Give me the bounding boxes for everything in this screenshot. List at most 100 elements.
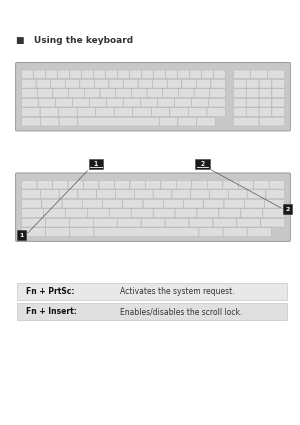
FancyBboxPatch shape (175, 98, 191, 107)
FancyBboxPatch shape (22, 79, 36, 88)
FancyBboxPatch shape (210, 89, 225, 97)
FancyBboxPatch shape (94, 79, 109, 88)
FancyBboxPatch shape (233, 98, 246, 107)
FancyBboxPatch shape (69, 89, 84, 97)
FancyBboxPatch shape (103, 199, 123, 208)
FancyBboxPatch shape (259, 108, 272, 116)
FancyBboxPatch shape (159, 117, 178, 126)
FancyBboxPatch shape (153, 209, 175, 218)
FancyBboxPatch shape (93, 218, 117, 227)
FancyBboxPatch shape (233, 117, 259, 126)
FancyBboxPatch shape (134, 190, 153, 198)
FancyBboxPatch shape (130, 181, 145, 189)
FancyBboxPatch shape (246, 98, 259, 107)
FancyBboxPatch shape (189, 218, 213, 227)
Bar (16, 303, 286, 320)
FancyBboxPatch shape (233, 79, 246, 88)
FancyBboxPatch shape (131, 209, 153, 218)
FancyBboxPatch shape (163, 199, 183, 208)
FancyBboxPatch shape (82, 70, 93, 79)
FancyBboxPatch shape (265, 199, 285, 208)
FancyBboxPatch shape (272, 108, 285, 116)
FancyBboxPatch shape (153, 190, 172, 198)
FancyBboxPatch shape (59, 117, 78, 126)
FancyBboxPatch shape (247, 190, 266, 198)
FancyBboxPatch shape (22, 117, 40, 126)
FancyBboxPatch shape (272, 98, 285, 107)
FancyBboxPatch shape (269, 181, 285, 189)
FancyBboxPatch shape (219, 209, 241, 218)
FancyBboxPatch shape (42, 199, 62, 208)
FancyBboxPatch shape (268, 70, 285, 79)
FancyBboxPatch shape (141, 218, 165, 227)
FancyBboxPatch shape (246, 79, 259, 88)
FancyBboxPatch shape (97, 190, 116, 198)
FancyBboxPatch shape (211, 79, 225, 88)
FancyBboxPatch shape (90, 98, 106, 107)
FancyBboxPatch shape (83, 181, 99, 189)
FancyBboxPatch shape (22, 98, 38, 107)
FancyBboxPatch shape (152, 108, 170, 116)
FancyBboxPatch shape (22, 89, 37, 97)
Text: Enables/disables the scroll lock.: Enables/disables the scroll lock. (120, 307, 242, 316)
FancyBboxPatch shape (233, 89, 246, 97)
FancyBboxPatch shape (16, 173, 290, 241)
Text: Activates the system request.: Activates the system request. (120, 287, 235, 296)
FancyBboxPatch shape (259, 79, 272, 88)
FancyBboxPatch shape (233, 108, 246, 116)
FancyBboxPatch shape (244, 199, 264, 208)
FancyBboxPatch shape (116, 89, 131, 97)
FancyBboxPatch shape (22, 199, 42, 208)
FancyBboxPatch shape (46, 70, 57, 79)
FancyBboxPatch shape (106, 70, 117, 79)
Text: ■   Using the keyboard: ■ Using the keyboard (16, 36, 134, 45)
FancyBboxPatch shape (51, 79, 65, 88)
FancyBboxPatch shape (254, 181, 269, 189)
FancyBboxPatch shape (22, 181, 37, 189)
FancyBboxPatch shape (133, 108, 151, 116)
FancyBboxPatch shape (17, 230, 26, 240)
FancyBboxPatch shape (109, 209, 131, 218)
FancyBboxPatch shape (37, 89, 53, 97)
FancyBboxPatch shape (22, 190, 40, 198)
FancyBboxPatch shape (77, 108, 96, 116)
Text: Fn + Insert:: Fn + Insert: (26, 307, 76, 316)
FancyBboxPatch shape (46, 228, 70, 237)
FancyBboxPatch shape (40, 117, 59, 126)
FancyBboxPatch shape (272, 89, 285, 97)
FancyBboxPatch shape (78, 117, 159, 126)
FancyBboxPatch shape (266, 190, 285, 198)
FancyBboxPatch shape (202, 70, 213, 79)
FancyBboxPatch shape (208, 98, 225, 107)
FancyBboxPatch shape (158, 98, 174, 107)
FancyBboxPatch shape (154, 70, 165, 79)
FancyBboxPatch shape (192, 181, 207, 189)
FancyBboxPatch shape (82, 199, 102, 208)
FancyBboxPatch shape (146, 181, 161, 189)
FancyBboxPatch shape (192, 98, 208, 107)
FancyBboxPatch shape (214, 70, 225, 79)
FancyBboxPatch shape (117, 218, 141, 227)
FancyBboxPatch shape (238, 181, 253, 189)
FancyBboxPatch shape (115, 181, 130, 189)
FancyBboxPatch shape (65, 79, 80, 88)
Bar (16, 283, 286, 300)
FancyBboxPatch shape (62, 199, 82, 208)
FancyBboxPatch shape (196, 79, 211, 88)
FancyBboxPatch shape (176, 181, 192, 189)
FancyBboxPatch shape (96, 108, 114, 116)
FancyBboxPatch shape (241, 209, 263, 218)
FancyBboxPatch shape (73, 98, 89, 107)
FancyBboxPatch shape (70, 228, 94, 237)
FancyBboxPatch shape (178, 89, 194, 97)
FancyBboxPatch shape (224, 199, 244, 208)
FancyBboxPatch shape (65, 209, 87, 218)
FancyBboxPatch shape (138, 79, 152, 88)
FancyBboxPatch shape (210, 190, 228, 198)
FancyBboxPatch shape (153, 79, 167, 88)
FancyBboxPatch shape (250, 70, 268, 79)
Bar (9, 172, 17, 242)
Text: 1: 1 (94, 161, 98, 167)
FancyBboxPatch shape (84, 89, 100, 97)
Text: Fn + PrtSc:: Fn + PrtSc: (26, 287, 74, 296)
